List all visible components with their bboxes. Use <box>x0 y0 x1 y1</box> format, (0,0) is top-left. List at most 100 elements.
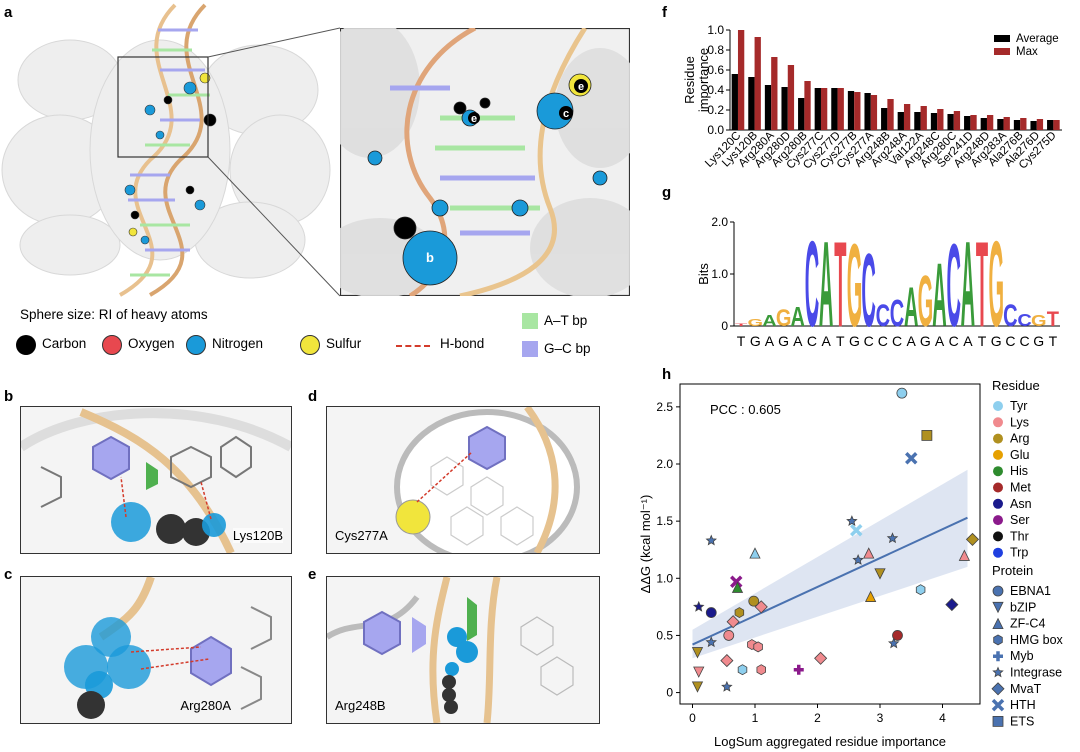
at-swatch <box>522 313 538 329</box>
zoom-mark-c: c <box>563 108 569 120</box>
g-logo-letter: A <box>762 312 777 329</box>
h-protein-legend-marker <box>993 634 1003 646</box>
g-ytick-label: 1.0 <box>711 267 728 281</box>
h-residue-legend-label: Trp <box>1010 546 1028 560</box>
f-ytick-label: 0.8 <box>707 43 724 57</box>
h-point <box>945 598 959 612</box>
h-residue-legend-label: Ser <box>1010 513 1029 527</box>
h-ytick-label: 1.0 <box>656 571 673 585</box>
h-residue-legend-swatch <box>993 515 1003 526</box>
h-point <box>723 630 735 641</box>
h-residue-legend-label: Tyr <box>1010 399 1027 413</box>
h-residue-legend-title: Residue <box>992 380 1040 393</box>
f-bar-max <box>953 111 961 130</box>
h-point <box>731 581 744 593</box>
zoom-mark-b: b <box>426 250 434 265</box>
f-bar-max <box>804 81 811 130</box>
h-residue-legend-swatch <box>993 466 1003 477</box>
h-plot-frame <box>679 383 981 705</box>
f-ytick-label: 1.0 <box>707 23 724 37</box>
h-protein-legend-marker <box>992 601 1004 614</box>
h-point <box>754 600 768 614</box>
f-legend-label: Max <box>1016 46 1038 58</box>
inset-zoom-marks: e c e b <box>426 79 588 265</box>
panel-e-label: Arg248B <box>335 698 386 713</box>
f-ytick-label: 0.2 <box>707 103 724 117</box>
g-sequence-label: C <box>949 333 959 349</box>
g-sequence-label: G <box>750 333 761 349</box>
g-sequence-label: C <box>878 333 888 349</box>
g-logo-letter: C <box>1003 297 1018 333</box>
carbon-swatch <box>16 335 36 355</box>
f-bar-average <box>881 108 888 130</box>
g-sequence-label: T <box>978 333 987 349</box>
f-bar-average <box>1013 120 1021 130</box>
h-point <box>874 568 886 580</box>
h-fit-line <box>692 516 968 646</box>
gc-label: G–C bp <box>544 341 591 356</box>
f-bar-average <box>864 93 871 130</box>
g-logo-letter: C <box>946 219 960 351</box>
f-bar-average <box>781 87 788 130</box>
zoom-region <box>117 56 209 158</box>
h-point <box>730 575 743 588</box>
h-residue-legend-swatch <box>993 449 1003 460</box>
h-xtick-label: 0 <box>689 711 696 725</box>
h-point <box>753 641 763 653</box>
ddg-scatter-chart: 0 1 2 3 4 0 0.5 1.0 1.5 2.0 2.5 LogSum aggregated r… <box>638 380 1064 749</box>
f-bar-average <box>980 118 987 130</box>
h-point <box>886 532 899 544</box>
at-label: A–T bp <box>544 313 588 328</box>
h-residue-legend-swatch <box>993 417 1003 428</box>
h-point <box>756 664 766 676</box>
g-sequence-label: C <box>864 333 874 349</box>
h-residue-legend-label: Asn <box>1010 497 1032 511</box>
g-logo-letter: G <box>847 219 863 351</box>
h-ytick-label: 1.5 <box>656 514 673 528</box>
f-bar-max <box>820 88 828 130</box>
g-sequence-label: G <box>778 333 789 349</box>
h-point <box>705 534 717 546</box>
panel-label-a: a <box>4 4 13 21</box>
h-point <box>720 654 734 668</box>
f-bar-average <box>914 112 921 130</box>
h-point <box>864 590 877 602</box>
inset-base-pairs <box>390 85 540 236</box>
h-confidence-band <box>692 469 968 659</box>
g-sequence-label: C <box>1020 333 1030 349</box>
g-logo-letter: T <box>735 323 748 327</box>
h-residue-legend-label: Lys <box>1010 415 1029 429</box>
g-sequence-label: G <box>849 333 860 349</box>
g-logo-letter: T <box>976 217 988 352</box>
hbond-label: H-bond <box>440 336 485 351</box>
h-point <box>737 664 748 676</box>
f-bar-average <box>731 74 738 130</box>
h-point <box>852 553 864 565</box>
g-logo-letter: G <box>1031 312 1047 329</box>
h-residue-legend-swatch <box>993 482 1003 493</box>
h-protein-legend-marker <box>992 617 1004 629</box>
g-logo-letter: C <box>1017 310 1031 329</box>
h-ytick-label: 0 <box>666 686 673 700</box>
oxygen-swatch <box>102 335 122 355</box>
nitrogen-swatch <box>186 335 206 355</box>
h-point <box>892 630 903 641</box>
h-point <box>863 547 875 559</box>
h-protein-legend-label: HMG box <box>1010 633 1064 647</box>
f-bar-max <box>937 109 944 130</box>
h-point <box>905 452 918 465</box>
f-bar-max <box>754 37 761 130</box>
dna-base-pairs <box>128 28 210 277</box>
h-point <box>888 637 900 649</box>
structure-panel-c: Arg280A <box>20 576 292 724</box>
h-protein-legend-marker <box>991 698 1005 712</box>
structure-panel-e: Arg248B <box>326 576 600 724</box>
g-logo-letter: T <box>1047 309 1060 331</box>
hbond-swatch <box>396 345 430 347</box>
h-xtick-label: 1 <box>752 711 759 725</box>
panel-label-b: b <box>4 388 14 405</box>
g-ytick-label: 0 <box>721 319 728 333</box>
f-bar-max <box>1053 120 1060 130</box>
h-point <box>915 584 926 596</box>
g-logo-letter: A <box>819 217 833 352</box>
